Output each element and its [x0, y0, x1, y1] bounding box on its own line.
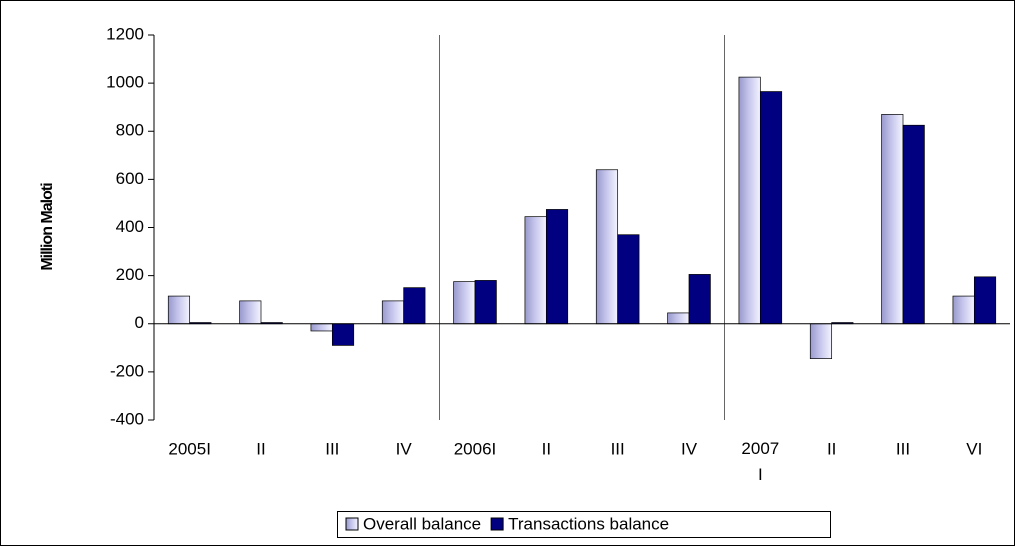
bar [381, 300, 405, 325]
bar [403, 287, 426, 325]
y-tick-label: 400 [116, 217, 144, 236]
bar [239, 300, 262, 325]
x-tick-label: II [827, 439, 836, 458]
x-tick-label: II [542, 439, 551, 458]
legend-swatch [345, 517, 359, 531]
x-tick-label: IV [396, 439, 413, 458]
bar [167, 295, 191, 325]
y-tick-label: 800 [116, 121, 144, 140]
x-tick-label: III [325, 439, 339, 458]
x-tick-line: 2007 [741, 439, 779, 458]
x-tick-line: I [758, 465, 763, 484]
y-axis-label: Million Maloti [39, 183, 56, 271]
bar [973, 276, 997, 325]
x-tick-label: 2007 I [741, 439, 779, 484]
bar [881, 114, 904, 325]
legend-box [337, 511, 831, 538]
bar [310, 323, 333, 332]
y-tick-label: 0 [135, 313, 144, 332]
legend-label: Transactions balance [508, 514, 669, 533]
y-tick-label: -200 [110, 361, 144, 380]
bar [688, 274, 711, 325]
bar [952, 295, 975, 325]
y-tick-label: 600 [116, 169, 144, 188]
bar [524, 216, 547, 325]
legend-swatch [490, 517, 504, 531]
bar [617, 234, 640, 325]
bar [545, 209, 569, 325]
x-tick-label: VI [966, 439, 982, 458]
bar [902, 124, 925, 325]
y-tick-label: 1200 [106, 24, 144, 43]
x-tick-label: II [256, 439, 265, 458]
bar [595, 169, 619, 325]
bar [331, 323, 355, 346]
x-tick-label: IV [681, 439, 698, 458]
bar [667, 312, 690, 325]
bar [453, 281, 476, 325]
bar [809, 323, 833, 359]
legend: Overall balance Transactions balance [337, 511, 831, 538]
x-tick-label: 2006I [454, 439, 497, 458]
bar [474, 280, 497, 325]
bar [738, 76, 761, 325]
y-tick-label: 1000 [106, 73, 144, 92]
bar [759, 91, 783, 325]
x-tick-label: III [611, 439, 625, 458]
legend-label: Overall balance [363, 514, 481, 533]
x-tick-label: 2005I [168, 439, 211, 458]
y-tick-label: 200 [116, 265, 144, 284]
x-tick-label: III [896, 439, 910, 458]
y-tick-label: -400 [110, 409, 144, 428]
